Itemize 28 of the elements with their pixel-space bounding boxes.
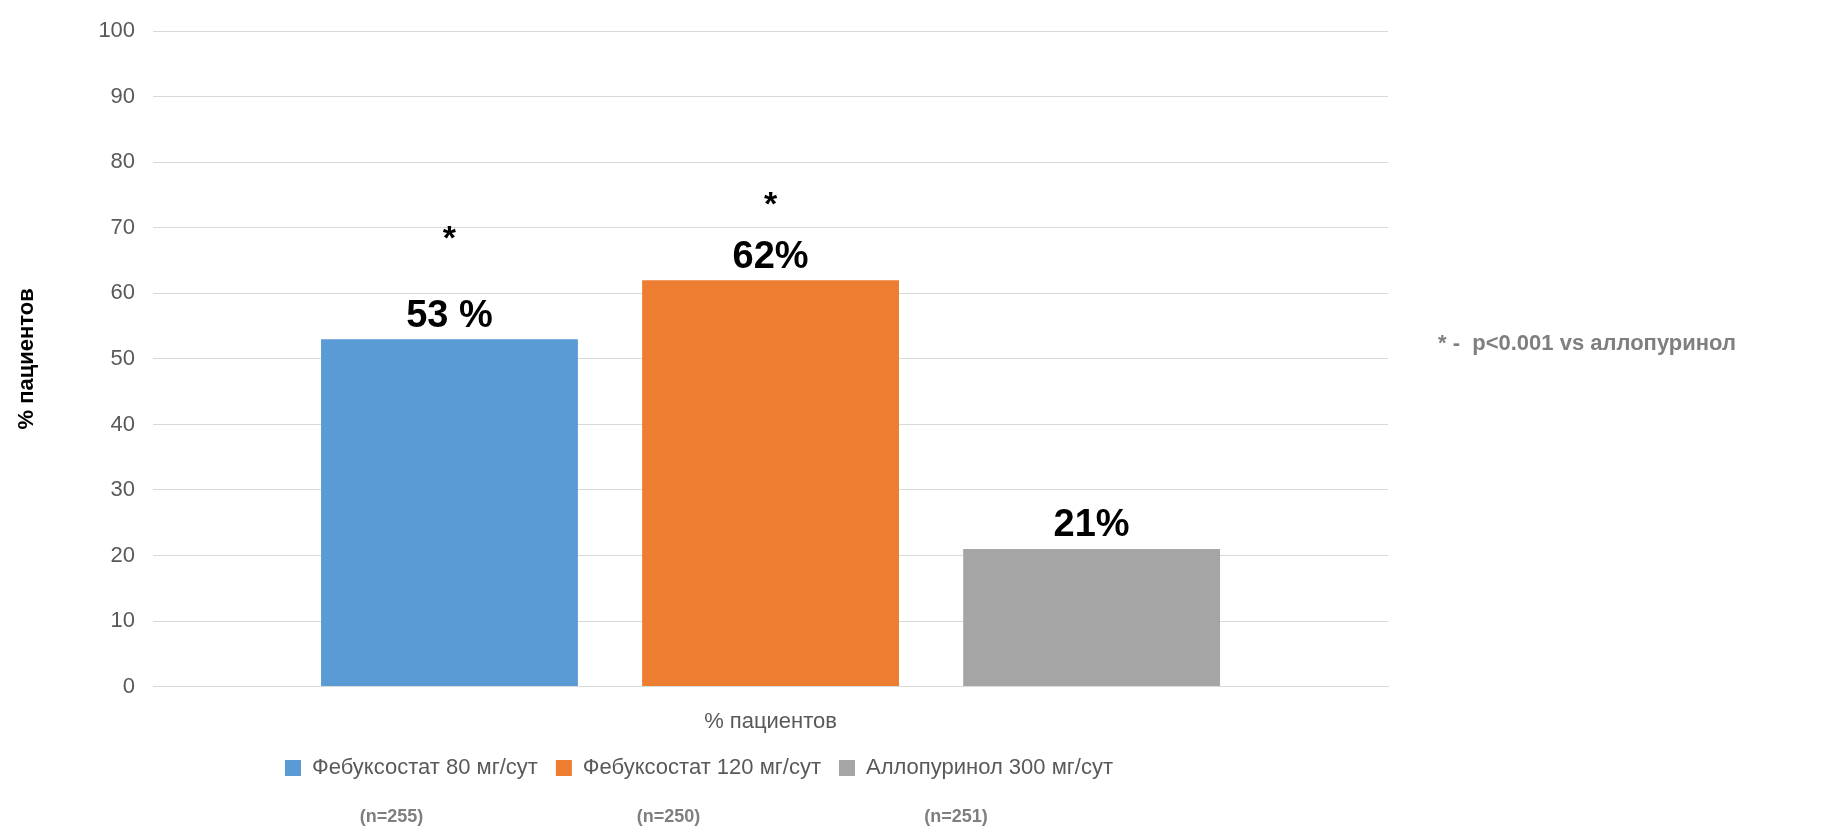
y-tick-label: 70 — [110, 213, 136, 239]
data-label: 53 % — [406, 292, 493, 335]
y-tick-label: 50 — [110, 344, 136, 370]
annotation: * — [442, 217, 457, 256]
y-tick-label: 30 — [110, 476, 136, 502]
text: * - p<0.001 vs аллопуринол — [1438, 329, 1736, 355]
bar — [321, 339, 578, 687]
x-axis-title: % пациентов — [704, 707, 837, 733]
text: (n=251) — [924, 805, 988, 826]
y-axis-title: % пациентов — [13, 288, 39, 430]
data-label: 62% — [732, 233, 809, 276]
legend-label: Аллопуринол 300 мг/сут — [865, 754, 1114, 780]
legend-label: Фебуксостат 80 мг/сут — [311, 754, 538, 780]
legend-label: Фебуксостат 120 мг/сут — [582, 754, 821, 780]
y-tick-label: 90 — [110, 82, 136, 108]
data-label: 21% — [1053, 502, 1130, 545]
y-tick-label: 40 — [110, 410, 136, 436]
y-tick-label: 0 — [122, 672, 136, 698]
bar — [963, 548, 1221, 687]
text: (n=255) — [359, 805, 424, 826]
y-tick-label: 20 — [110, 541, 136, 567]
y-tick-label: 80 — [110, 148, 136, 174]
bar — [642, 280, 899, 687]
text: (n=250) — [636, 805, 701, 826]
y-tick-label: 10 — [110, 607, 136, 633]
annotation: * — [763, 183, 778, 222]
y-tick-label: 60 — [110, 279, 136, 305]
y-tick-label: 100 — [98, 17, 136, 43]
